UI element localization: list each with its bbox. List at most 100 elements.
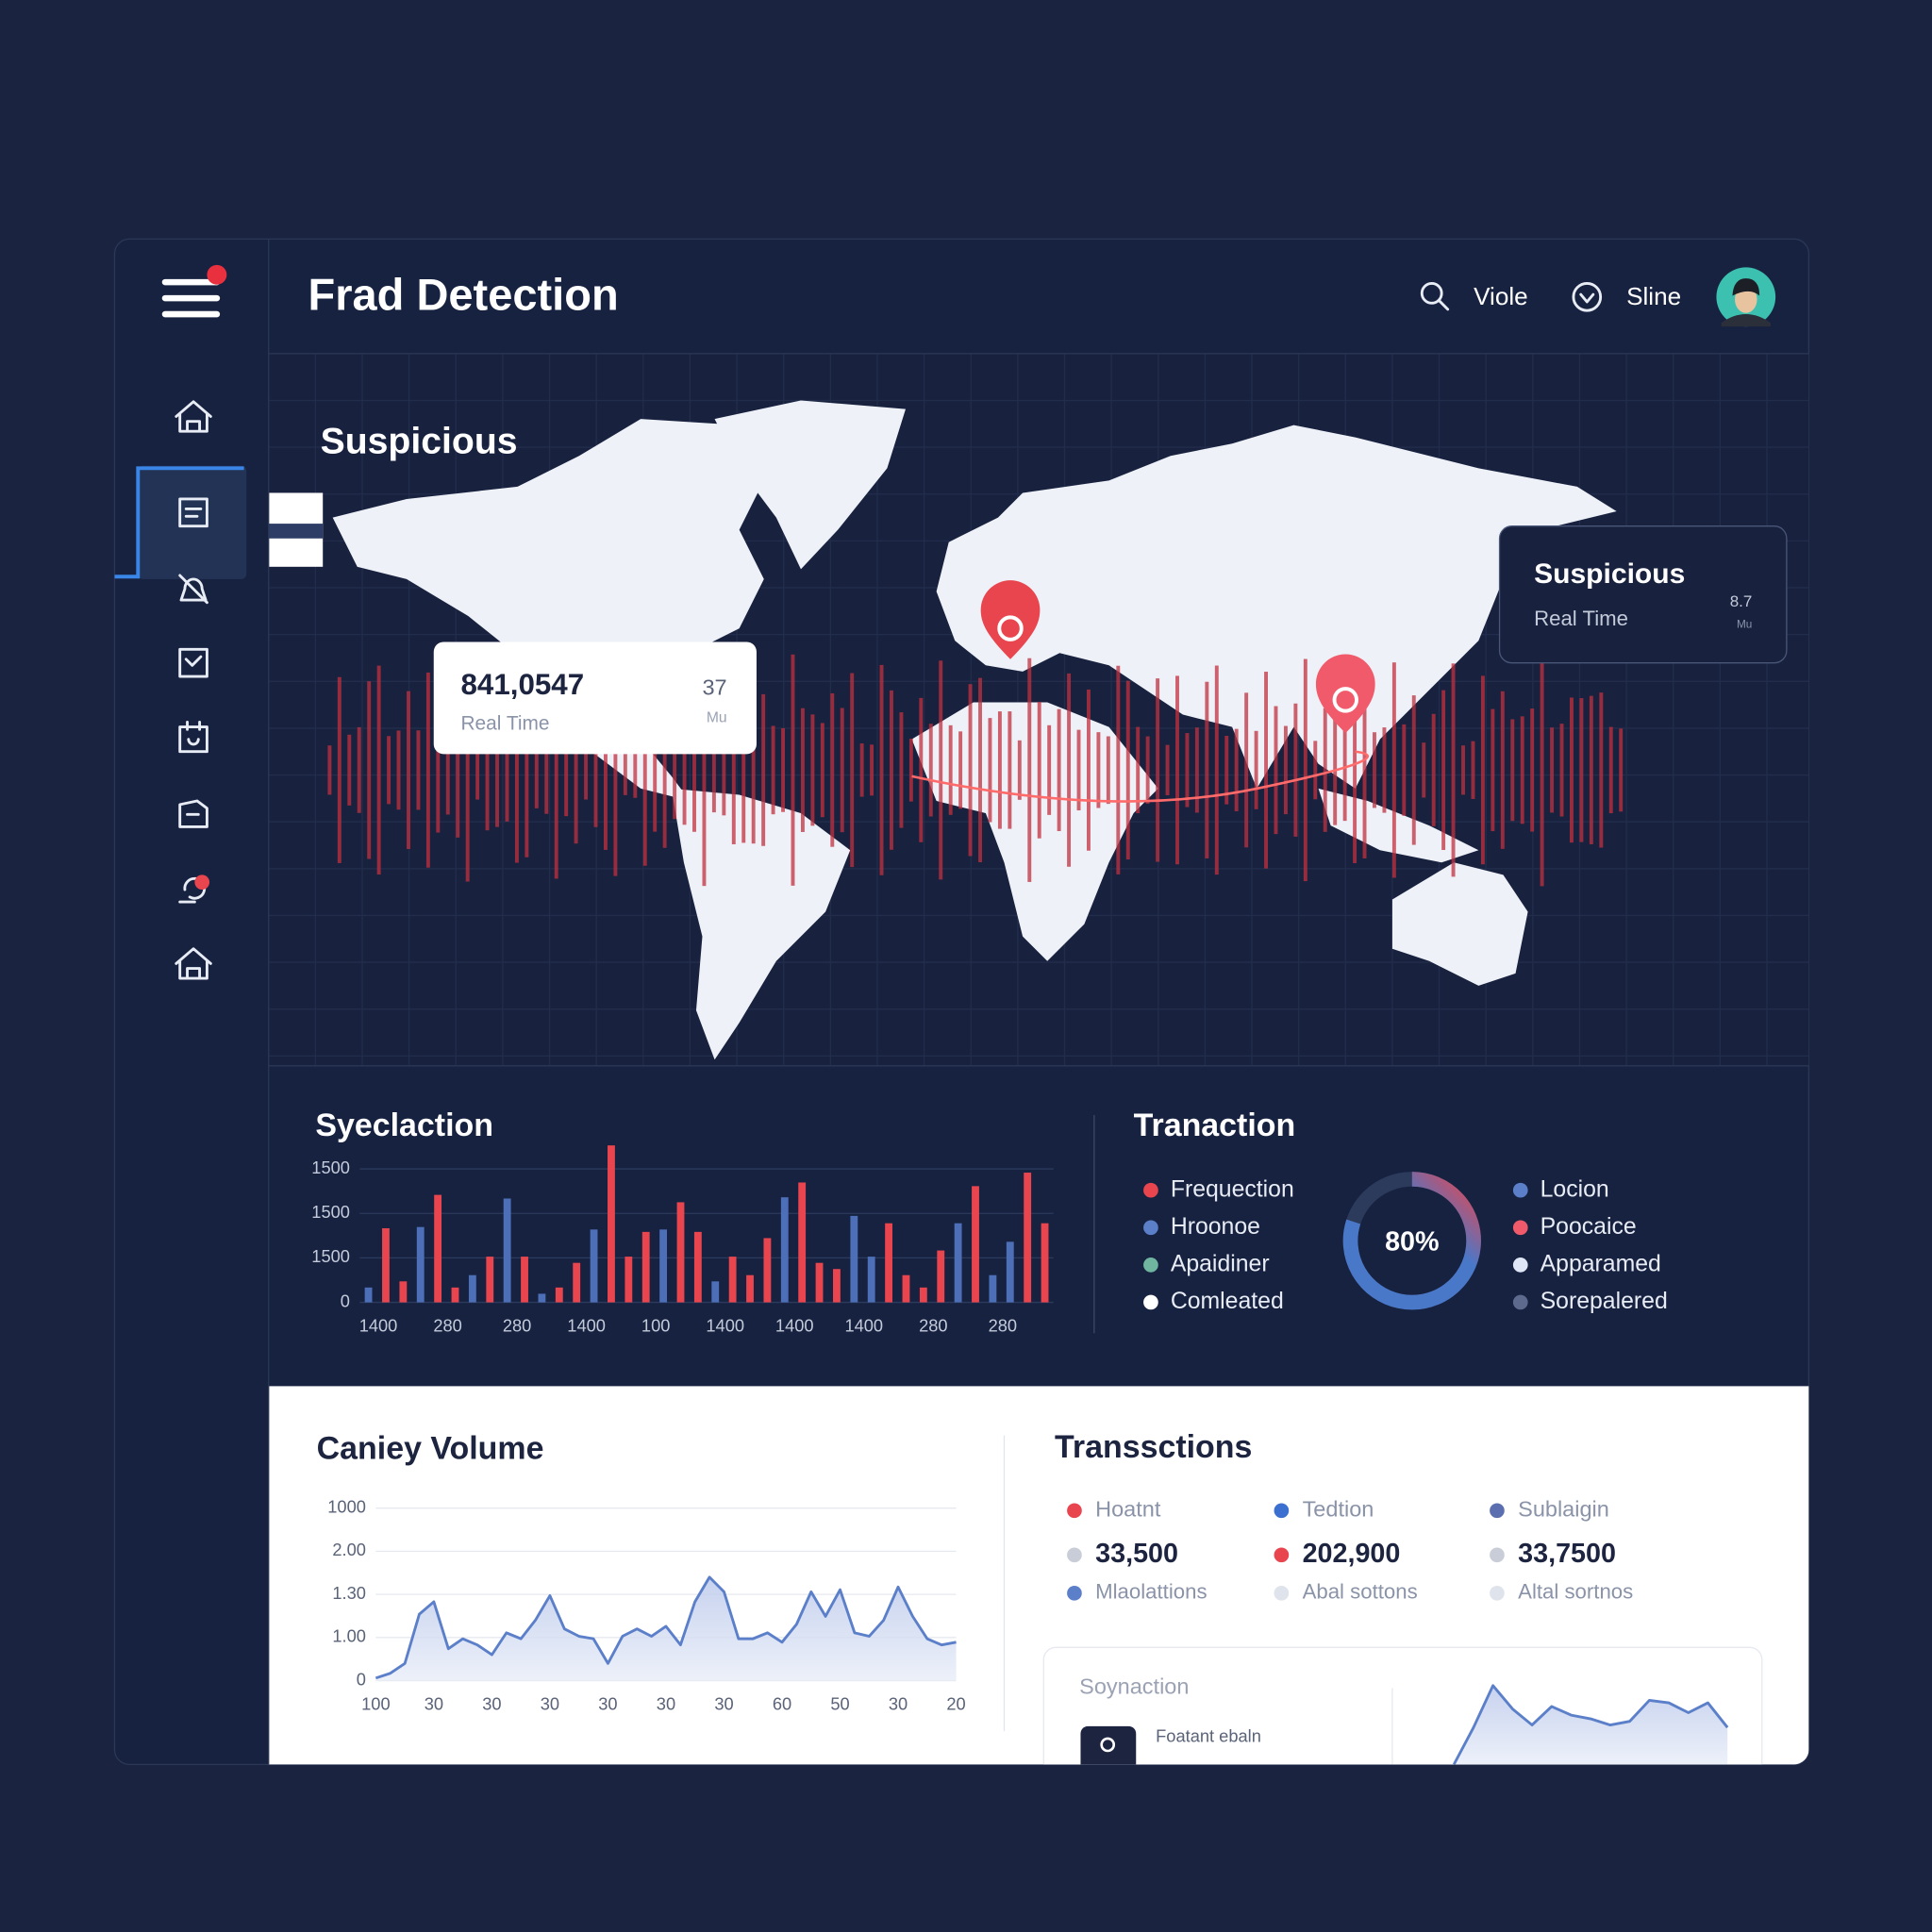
x-tick-label: 280 <box>503 1316 531 1336</box>
map-pin <box>1315 654 1375 734</box>
bar <box>625 1257 633 1303</box>
dot <box>1067 1547 1082 1563</box>
signal-bar <box>1027 658 1032 882</box>
signal-bar <box>781 727 785 812</box>
bar <box>1041 1223 1049 1303</box>
signal-bar <box>928 724 933 817</box>
signal-bar <box>751 696 756 844</box>
x-tick-label: 30 <box>541 1694 559 1714</box>
signal-bar <box>1096 732 1101 808</box>
menu-button[interactable] <box>161 264 227 318</box>
legend-dot <box>1143 1294 1158 1310</box>
y-tick-label: 1.00 <box>332 1626 366 1646</box>
signal-bar <box>1520 716 1524 824</box>
signal-bar <box>514 677 519 863</box>
signal-bar <box>731 695 736 844</box>
notifications-icon[interactable] <box>1572 281 1603 312</box>
bar <box>711 1281 720 1303</box>
nav-settings[interactable] <box>175 947 212 980</box>
signal-bar <box>692 708 696 832</box>
signal-bar <box>1214 665 1219 875</box>
signal-bar <box>1559 724 1564 817</box>
signal-bar <box>485 709 490 831</box>
nav-tasks[interactable] <box>178 647 208 678</box>
signal-bar <box>761 693 766 846</box>
signal-bar <box>1391 662 1396 878</box>
bar <box>972 1186 979 1303</box>
signal-bar <box>633 741 638 798</box>
nav-icons <box>175 400 212 980</box>
signal-bar <box>662 691 667 848</box>
signal-bar <box>387 736 391 805</box>
search-label[interactable]: Viole <box>1474 282 1528 310</box>
nav-folder[interactable] <box>178 799 208 828</box>
signal-bar <box>505 718 509 822</box>
y-tick-label: 0 <box>357 1669 366 1689</box>
signal-bar <box>1510 719 1515 822</box>
x-tick-label: 100 <box>361 1694 390 1714</box>
signal-bar <box>1411 695 1416 845</box>
icon-shape <box>1438 299 1450 311</box>
user-label[interactable]: Sline <box>1626 282 1681 310</box>
signal-bar <box>1579 698 1584 842</box>
signal-bar <box>870 744 874 796</box>
pin-body <box>1315 654 1375 734</box>
signal-bar <box>1540 654 1544 887</box>
avatar[interactable] <box>1716 267 1776 327</box>
signal-bar <box>1589 695 1593 844</box>
bar <box>486 1257 494 1303</box>
signal-bar <box>1373 732 1376 808</box>
nav-badge <box>194 874 210 891</box>
signal-bar <box>367 681 372 859</box>
signal-bar <box>1254 730 1258 809</box>
icon-shape <box>1572 281 1603 312</box>
bar <box>867 1257 875 1303</box>
signal-bars <box>327 654 1624 887</box>
signal-bar <box>357 726 361 813</box>
signal-bar <box>574 696 578 844</box>
mini-card-title: Soynaction <box>1079 1674 1189 1699</box>
x-tick-label: 1400 <box>706 1316 744 1336</box>
signal-bar <box>682 715 687 825</box>
bar <box>798 1182 807 1303</box>
signal-bar <box>850 673 855 868</box>
signal-bar <box>1057 708 1061 831</box>
y-tick-label: 2.00 <box>332 1540 366 1559</box>
x-tick-label: 30 <box>598 1694 617 1714</box>
column-value: 202,900 <box>1303 1539 1401 1569</box>
signal-bar <box>1480 675 1485 865</box>
bar <box>503 1198 511 1303</box>
map-tab-stripe <box>268 524 324 539</box>
signal-bar <box>1500 691 1505 849</box>
info-unit: Mu <box>1737 618 1752 630</box>
signal-bar <box>1116 665 1121 874</box>
bar <box>364 1287 373 1303</box>
bar <box>538 1293 546 1303</box>
signal-bar <box>1156 678 1160 862</box>
bar <box>451 1287 459 1303</box>
continent <box>1318 788 1479 863</box>
x-tick-label: 100 <box>641 1316 670 1336</box>
nav-home[interactable] <box>175 400 212 433</box>
legend-dot <box>1143 1257 1158 1273</box>
signal-bar <box>958 731 963 809</box>
nav-calendar[interactable] <box>178 720 208 754</box>
column-label: Tedtion <box>1303 1497 1374 1522</box>
nav-reports[interactable] <box>178 497 208 528</box>
dot <box>1274 1503 1290 1519</box>
legend-label: Poocaice <box>1541 1214 1637 1240</box>
signal-bar <box>495 713 499 827</box>
bar <box>919 1287 927 1303</box>
nav-alerts[interactable] <box>178 574 208 605</box>
signal-bar <box>1422 742 1426 798</box>
search-icon[interactable] <box>1420 281 1450 311</box>
signal-bar <box>456 702 460 838</box>
x-tick-label: 30 <box>657 1694 675 1714</box>
notification-dot <box>207 264 227 285</box>
signal-bar <box>642 674 647 866</box>
signal-bar <box>425 672 430 868</box>
bar <box>608 1145 615 1303</box>
signal-bar <box>1323 708 1327 832</box>
x-tick-label: 280 <box>919 1316 947 1336</box>
